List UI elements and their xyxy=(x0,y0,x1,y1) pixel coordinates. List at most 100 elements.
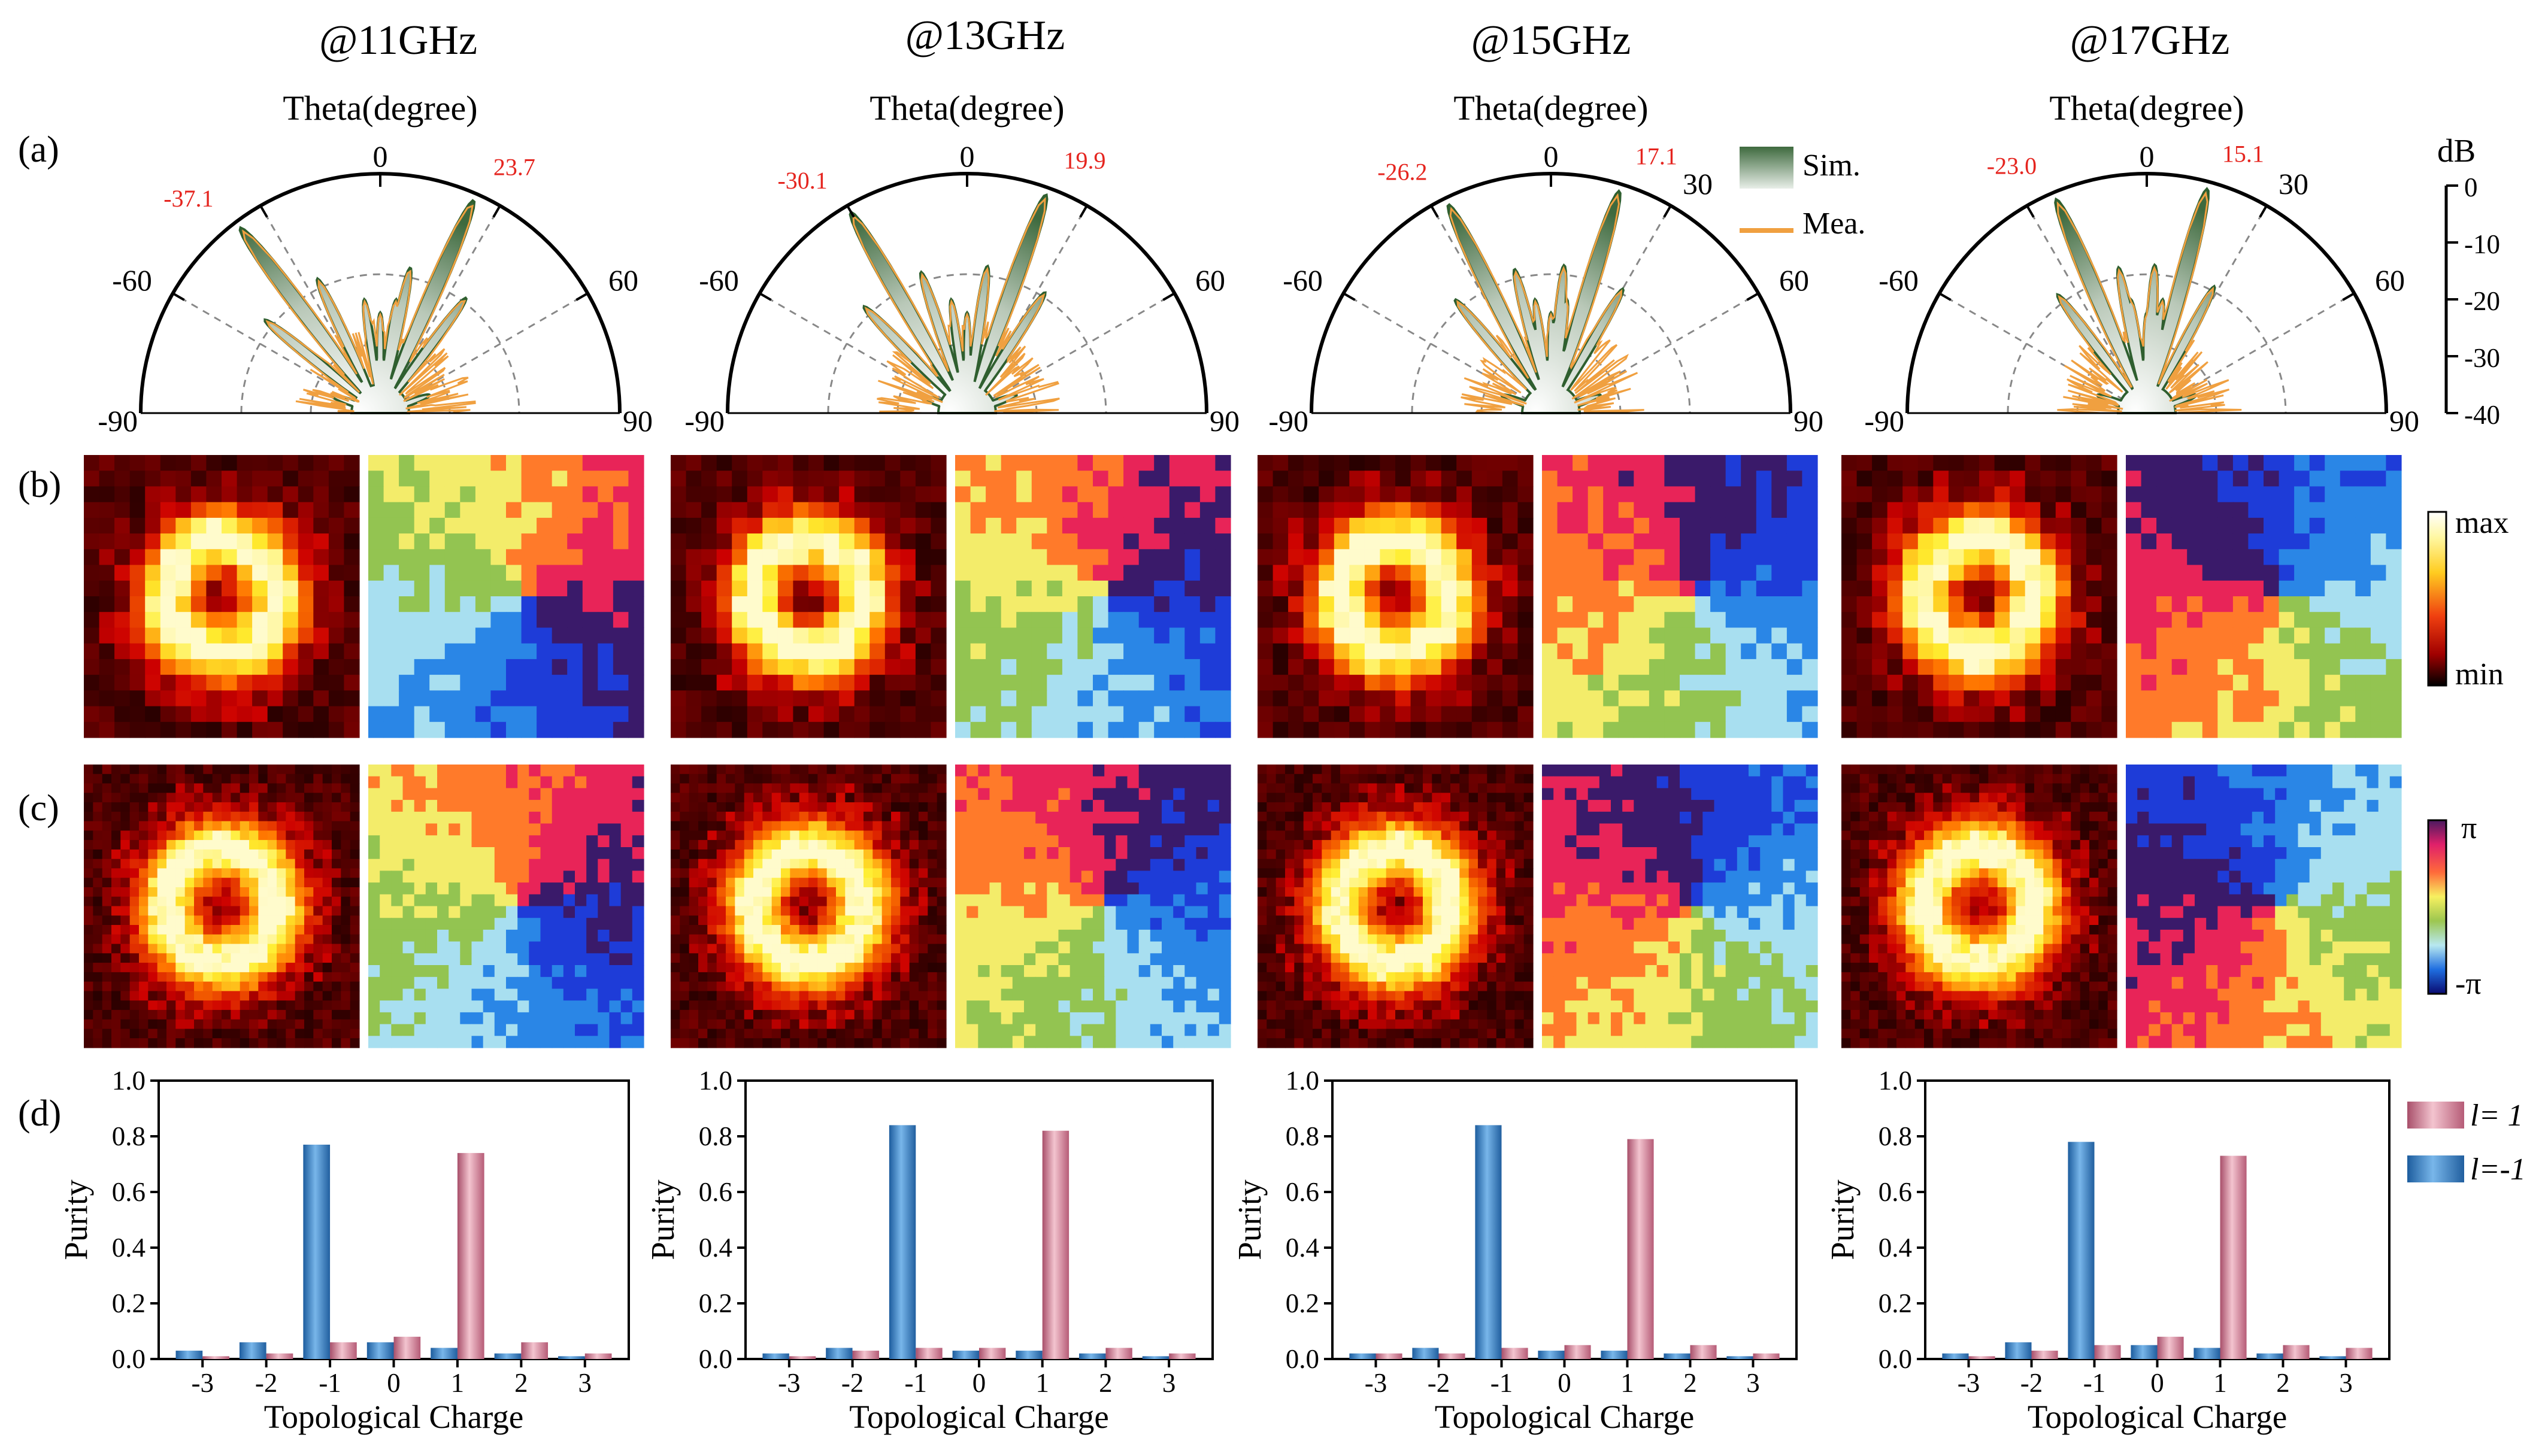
y-tick-label: 0.8 xyxy=(699,1121,732,1151)
bar-l-minus1 xyxy=(1942,1353,1969,1359)
amplitude-colorbar-max: max xyxy=(2455,506,2509,540)
db-scale-title: dB xyxy=(2437,132,2476,169)
amplitude-map-b-2 xyxy=(671,455,947,738)
bar-l-minus1 xyxy=(2068,1142,2095,1359)
polar-angle-tick xyxy=(2026,205,2035,218)
polar-grid-radial xyxy=(1938,292,2147,414)
polar-angle-tick xyxy=(1430,205,1439,218)
x-axis-title: Topological Charge xyxy=(1435,1399,1695,1435)
polar-angle-label: 0 xyxy=(373,139,388,173)
polar-angle-tick xyxy=(172,292,185,301)
measured-pattern xyxy=(1449,193,1644,414)
x-tick-label: -3 xyxy=(778,1368,801,1398)
purity-chart-frame xyxy=(1331,1079,1798,1360)
purity-chart-1: 0.0 0.2 0.4 0.6 0.8 1.0 Purity -3 -2 -1 0 1 2 3 Topolo… xyxy=(57,1066,630,1435)
y-tick-label: 0.4 xyxy=(1286,1233,1319,1263)
phase-colorbar-min: -π xyxy=(2455,967,2482,1001)
freq-label-3: @15GHz xyxy=(1471,17,1631,63)
purity-charts: 0.0 0.2 0.4 0.6 0.8 1.0 Purity -3 -2 -1 0 1 2 3 Topolo… xyxy=(57,1066,2391,1435)
bar-l-minus1 xyxy=(1349,1353,1376,1359)
x-tick-label: -1 xyxy=(2083,1368,2106,1398)
polar-angle-label: -60 xyxy=(1283,263,1323,297)
x-tick-label: -3 xyxy=(1958,1368,1980,1398)
polar-angle-label: 30 xyxy=(1683,167,1713,201)
peak-label-negative: -26.2 xyxy=(1377,159,1427,186)
x-axis-title: Topological Charge xyxy=(849,1399,1109,1435)
peak-label-negative: -30.1 xyxy=(777,167,827,194)
db-scale-tick-label: -40 xyxy=(2464,400,2500,430)
panel-label-c: (c) xyxy=(18,788,59,829)
polar-angle-tick xyxy=(1746,292,1759,301)
polar-angle-tick xyxy=(1079,205,1088,218)
amplitude-map-c-2 xyxy=(671,765,947,1048)
polar-angle-tick xyxy=(2259,205,2268,218)
bar-l-minus1 xyxy=(952,1351,979,1359)
measured-pattern xyxy=(2056,190,2242,414)
bar-l-plus1 xyxy=(457,1152,484,1359)
bar-l-minus1 xyxy=(889,1125,916,1359)
freq-label-1: @11GHz xyxy=(319,17,477,63)
db-scale-tick-label: -30 xyxy=(2464,343,2500,373)
purity-legend: l= 1 l=-1 xyxy=(2407,1099,2526,1187)
amplitude-map-b-1 xyxy=(84,455,360,738)
peak-label-positive: 19.9 xyxy=(1064,147,1105,174)
phase-map-b-2 xyxy=(955,455,1231,738)
x-tick-label: 1 xyxy=(451,1368,465,1398)
x-tick-label: 3 xyxy=(2339,1368,2353,1398)
y-axis-title: Purity xyxy=(1231,1179,1268,1260)
y-axis-title: Purity xyxy=(1824,1179,1861,1260)
bar-l-minus1 xyxy=(1079,1353,1106,1359)
amplitude-colorbar: max min xyxy=(2427,506,2509,691)
polar-title: Theta(degree) xyxy=(283,89,477,128)
bar-l-minus1 xyxy=(1142,1356,1170,1359)
db-scale-tick-label: -10 xyxy=(2464,229,2500,259)
amplitude-map-c-3 xyxy=(1258,765,1534,1048)
db-scale-tick-label: -20 xyxy=(2464,286,2500,316)
y-tick-label: 0.2 xyxy=(112,1288,146,1318)
x-tick-label: -1 xyxy=(319,1368,341,1398)
bar-l-minus1 xyxy=(1475,1125,1502,1359)
x-tick-label: -3 xyxy=(191,1368,214,1398)
bar-l-minus1 xyxy=(2319,1356,2346,1359)
phase-colorbar-max: π xyxy=(2461,811,2477,845)
x-tick-label: 2 xyxy=(514,1368,528,1398)
y-tick-label: 0.4 xyxy=(112,1233,146,1263)
x-tick-label: 1 xyxy=(1035,1368,1049,1398)
x-tick-label: 2 xyxy=(2276,1368,2290,1398)
x-tick-label: -1 xyxy=(1490,1368,1513,1398)
sim-legend-swatch xyxy=(1740,147,1793,189)
peak-label-positive: 15.1 xyxy=(2222,140,2264,167)
x-tick-label: -2 xyxy=(255,1368,278,1398)
y-tick-label: 0.2 xyxy=(1286,1288,1319,1318)
mea-legend-label: Mea. xyxy=(1802,207,1865,241)
amplitude-map-c-4 xyxy=(1841,765,2117,1048)
y-tick-label: 1.0 xyxy=(699,1066,732,1096)
polar-title: Theta(degree) xyxy=(1453,89,1648,128)
bar-l-plus1 xyxy=(1501,1348,1528,1359)
bar-l-plus1 xyxy=(1105,1348,1132,1359)
measured-pattern xyxy=(852,197,1060,414)
y-tick-label: 0.4 xyxy=(1879,1233,1912,1263)
purity-chart-3: 0.0 0.2 0.4 0.6 0.8 1.0 Purity -3 -2 -1 0 1 2 3 Topolo… xyxy=(1231,1066,1798,1435)
bar-l-plus1 xyxy=(2031,1351,2058,1359)
polar-angle-label: 0 xyxy=(1544,139,1559,173)
db-scale-tick-label: 0 xyxy=(2464,172,2478,202)
x-tick-label: -2 xyxy=(841,1368,864,1398)
polar-angle-label: 90 xyxy=(2389,404,2419,438)
bar-l-minus1 xyxy=(1412,1348,1439,1359)
bar-l-plus1 xyxy=(2220,1155,2247,1359)
polar-angle-label: 60 xyxy=(2375,263,2405,297)
polar-angle-label: -60 xyxy=(1879,263,1919,297)
y-tick-label: 0.0 xyxy=(112,1344,146,1374)
polar-grid-arc xyxy=(240,273,520,414)
y-tick-label: 0.2 xyxy=(699,1288,732,1318)
bar-l-minus1 xyxy=(2131,1345,2158,1359)
bar-l-plus1 xyxy=(393,1336,421,1359)
phase-colorbar-gradient xyxy=(2427,819,2447,995)
panel-label-b: (b) xyxy=(18,465,61,505)
bar-l-plus1 xyxy=(266,1353,293,1359)
x-axis-title: Topological Charge xyxy=(264,1399,524,1435)
polar-angle-tick xyxy=(575,292,589,301)
bar-l-plus1 xyxy=(202,1356,229,1359)
